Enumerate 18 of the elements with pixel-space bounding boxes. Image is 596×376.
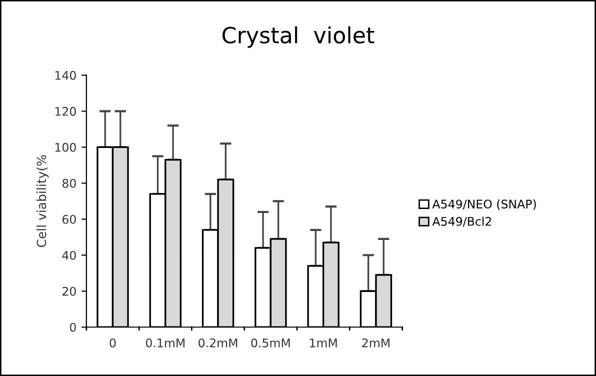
y-tick-label: 20 bbox=[62, 286, 76, 296]
y-tick-label: 120 bbox=[55, 106, 76, 116]
x-tick-label: 2mM bbox=[362, 338, 390, 348]
legend-label: A549/Bcl2 bbox=[432, 216, 492, 227]
x-tick-label: 0.2mM bbox=[198, 338, 238, 348]
x-tick-label: 0 bbox=[110, 338, 116, 348]
chart-title: Crystal violet bbox=[222, 26, 374, 48]
legend-label: A549/NEO (SNAP) bbox=[432, 199, 536, 210]
x-tick-label: 0.1mM bbox=[146, 338, 184, 348]
y-tick-label: 80 bbox=[62, 178, 76, 188]
y-axis-title: Cell viability(% bbox=[36, 155, 49, 248]
y-tick-label: 0 bbox=[70, 322, 76, 332]
y-tick-label: 140 bbox=[55, 70, 76, 80]
y-tick-label: 40 bbox=[62, 250, 76, 260]
x-tick-label: 1mM bbox=[310, 338, 337, 348]
y-tick-label: 60 bbox=[62, 214, 76, 224]
x-tick-label: 0.5mM bbox=[251, 338, 290, 348]
y-tick-label: 100 bbox=[55, 142, 76, 152]
